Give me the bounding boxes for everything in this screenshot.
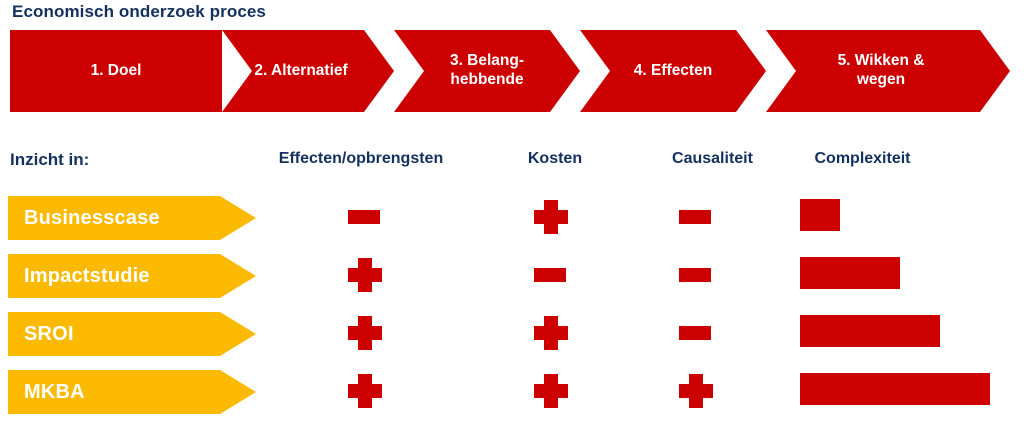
- column-header-causaliteit: Causaliteit: [672, 150, 753, 167]
- rating-businesscase-effecten: [348, 205, 386, 235]
- method-row-impactstudie: Impactstudie: [8, 254, 256, 298]
- rating-mkba-causaliteit: [679, 374, 713, 408]
- process-step-3-label: 3. Belang- hebbende: [449, 52, 525, 88]
- rating-impactstudie-effecten: [348, 258, 382, 292]
- process-step-3: 3. Belang- hebbende: [394, 30, 580, 112]
- method-row-mkba: MKBA: [8, 370, 256, 414]
- rating-mkba-kosten: [534, 374, 568, 408]
- method-row-sroi: SROI: [8, 312, 256, 356]
- rating-impactstudie-complexiteit: [800, 257, 900, 289]
- process-step-4: 4. Effecten: [580, 30, 766, 112]
- page-title: Economisch onderzoek proces: [12, 2, 266, 21]
- process-step-5-label: 5. Wikken & wegen: [837, 52, 925, 88]
- process-step-5: 5. Wikken & wegen: [766, 30, 1010, 112]
- rating-mkba-effecten: [348, 374, 382, 408]
- column-header-complexiteit: Complexiteit: [814, 150, 911, 167]
- matrix-row-header-label: Inzicht in:: [10, 150, 90, 169]
- process-step-1: 1. Doel: [10, 30, 222, 112]
- process-step-1-label: 1. Doel: [90, 61, 142, 79]
- rating-sroi-effecten: [348, 316, 382, 350]
- rating-businesscase-kosten: [534, 200, 568, 234]
- column-header-effecten: Effecten/opbrengsten: [278, 150, 444, 167]
- rating-impactstudie-causaliteit: [679, 263, 717, 293]
- method-row-mkba-label: MKBA: [24, 380, 85, 403]
- method-row-businesscase: Businesscase: [8, 196, 256, 240]
- rating-sroi-kosten: [534, 316, 568, 350]
- process-step-2-label: 2. Alternatief: [254, 61, 348, 79]
- rating-sroi-complexiteit: [800, 315, 940, 347]
- process-step-4-label: 4. Effecten: [633, 61, 713, 79]
- rating-businesscase-complexiteit: [800, 199, 840, 231]
- rating-mkba-complexiteit: [800, 373, 990, 405]
- column-header-kosten: Kosten: [527, 150, 583, 167]
- method-row-impactstudie-label: Impactstudie: [24, 264, 150, 287]
- rating-impactstudie-kosten: [534, 263, 572, 293]
- method-row-businesscase-label: Businesscase: [24, 206, 160, 229]
- process-chevron-band: 1. Doel 2. Alternatief 3. Belang- hebben…: [10, 30, 1010, 112]
- rating-sroi-causaliteit: [679, 321, 717, 351]
- rating-businesscase-causaliteit: [679, 205, 717, 235]
- method-row-sroi-label: SROI: [24, 322, 74, 345]
